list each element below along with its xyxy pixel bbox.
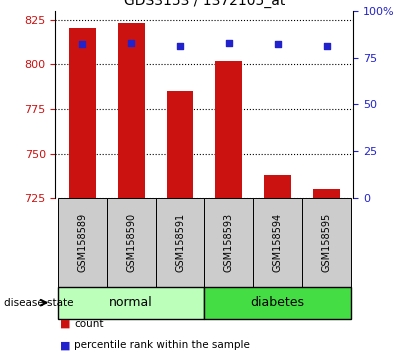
Text: normal: normal <box>109 296 153 309</box>
Text: ■: ■ <box>60 319 70 329</box>
Bar <box>253 198 302 287</box>
Bar <box>118 23 145 198</box>
Bar <box>156 198 205 287</box>
Point <box>128 40 134 45</box>
Text: GSM158595: GSM158595 <box>321 213 332 272</box>
Bar <box>58 198 107 287</box>
Text: ■: ■ <box>60 340 70 350</box>
Bar <box>107 198 156 287</box>
Bar <box>205 198 253 287</box>
Bar <box>69 28 96 198</box>
Text: GSM158590: GSM158590 <box>126 213 136 272</box>
Point <box>79 41 85 47</box>
Text: disease state: disease state <box>4 298 74 308</box>
Point <box>275 41 281 47</box>
Text: GSM158593: GSM158593 <box>224 213 234 272</box>
Point <box>323 44 330 49</box>
Title: GDS3153 / 1372105_at: GDS3153 / 1372105_at <box>124 0 285 8</box>
Text: percentile rank within the sample: percentile rank within the sample <box>74 340 250 350</box>
Point <box>226 40 232 45</box>
Bar <box>205 287 351 319</box>
Point <box>177 44 183 49</box>
Text: GSM158589: GSM158589 <box>77 213 88 272</box>
Bar <box>58 287 205 319</box>
Text: count: count <box>74 319 104 329</box>
Text: GSM158594: GSM158594 <box>273 213 283 272</box>
Bar <box>264 175 291 198</box>
Bar <box>302 198 351 287</box>
Text: diabetes: diabetes <box>251 296 305 309</box>
Bar <box>313 189 340 198</box>
Text: GSM158591: GSM158591 <box>175 213 185 272</box>
Bar <box>166 91 194 198</box>
Bar <box>215 61 242 198</box>
